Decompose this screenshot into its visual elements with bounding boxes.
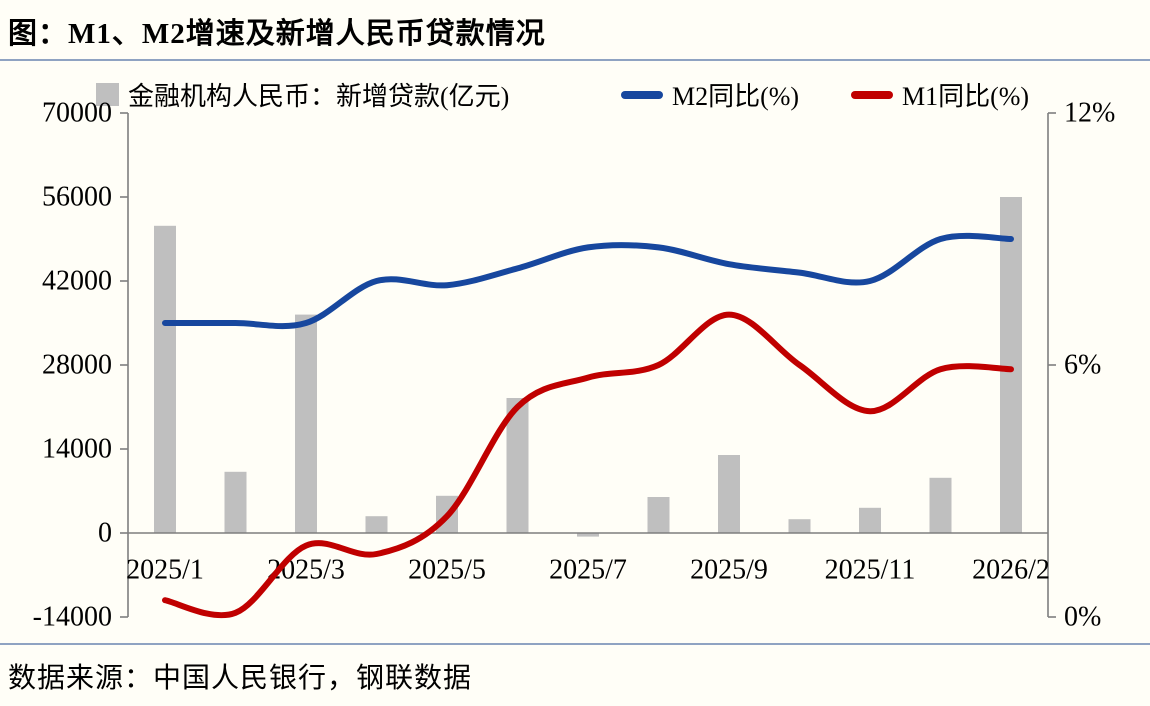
left-tick-label: 14000 [42,434,112,465]
bar [647,497,670,533]
bar [859,507,881,533]
bar [929,477,952,533]
bar [506,398,529,533]
source-divider [0,643,1150,645]
m2-legend-swatch [621,90,663,99]
bar [154,225,176,534]
bar [224,471,247,533]
right-tick-label: 12% [1064,98,1115,129]
x-tick-label: 2025/11 [825,555,916,586]
m1-line-path [162,311,1014,619]
bar [788,519,811,533]
left-tick-label: 42000 [42,266,112,297]
right-tick-label: 6% [1064,350,1101,381]
x-axis-labels: 2025/1 2025/3 2025/5 2025/7 2025/9 2025/11 202… [126,555,1050,586]
page-title: 图：M1、M2增速及新增人民币贷款情况 [8,18,546,50]
left-axis-ticks: 70000 56000 42000 28000 14000 0 -14000 [33,98,128,633]
legend-item-m2: M2同比(%) [621,76,799,113]
left-tick-label: 56000 [42,182,112,213]
m1-legend-swatch [851,90,893,99]
bar [295,314,317,533]
x-tick-label: 2025/7 [549,555,627,586]
m2-line-path [162,232,1014,330]
right-tick-label: 0% [1064,602,1101,633]
legend-label-m1: M1同比(%) [902,82,1030,111]
left-tick-label: 0 [98,518,112,549]
bar-legend-swatch [96,83,119,106]
left-tick-label: 70000 [42,98,112,129]
left-tick-label: 28000 [42,350,112,381]
title-divider [0,59,1150,61]
right-axis-ticks: 12% 6% 0% [1048,98,1115,633]
source-text: 数据来源：中国人民银行，钢联数据 [8,663,473,694]
legend-label-new-loans: 金融机构人民币：新增贷款(亿元) [128,82,510,111]
bars-series [154,197,1022,537]
legend-item-m1: M1同比(%) [851,76,1029,113]
bar [1000,197,1022,533]
x-tick-label: 2026/2 [972,555,1050,586]
x-tick-label: 2025/5 [408,555,486,586]
bar [577,533,599,537]
legend-label-m2: M2同比(%) [672,82,800,111]
left-tick-label: -14000 [33,602,112,633]
legend-item-new-loans: 金融机构人民币：新增贷款(亿元) [96,76,509,113]
axes [127,113,1049,617]
x-tick-label: 2025/1 [126,555,204,586]
x-tick-label: 2025/9 [690,555,768,586]
bar [718,455,740,533]
bar [365,516,388,533]
